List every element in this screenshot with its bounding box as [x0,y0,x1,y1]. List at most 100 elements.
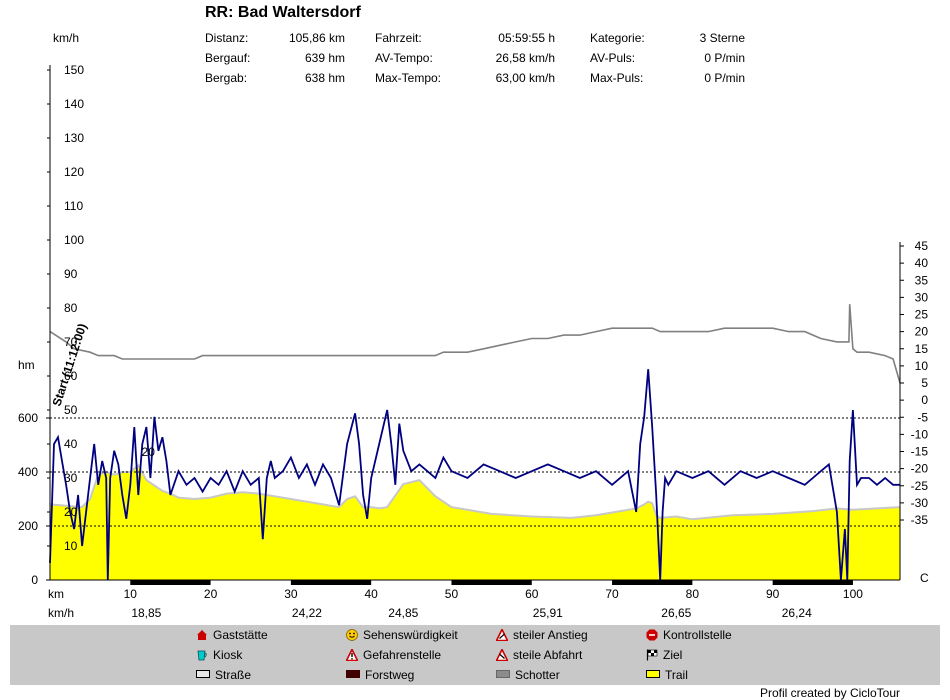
segment-speed-unit: km/h [48,606,74,620]
legend-item-danger: Gefahrenstelle [345,647,442,662]
speed-tick-label: 110 [64,199,83,213]
speed-tick-label: 90 [64,267,78,281]
x-tick-label: 100 [843,587,863,601]
legend-label: Sehenswürdigkeit [363,628,458,642]
smiley-icon [346,629,358,641]
legend-label: Kontrollstelle [663,628,732,642]
speed-tick-label: 100 [64,233,84,247]
right-axis-tick-label: 20 [915,325,929,339]
x-tick-label: 60 [525,587,539,601]
speed-tick-label: 120 [64,165,84,179]
stat-value-category: 3 Sterne [699,31,745,45]
speed-tick-label: 150 [64,63,84,77]
x-tick-label: 90 [766,587,780,601]
legend-item-trail: Trail [646,668,688,682]
x-tick-label: 20 [204,587,218,601]
x-tick-label: 10 [124,587,138,601]
speed-tick-label: 30 [64,471,78,485]
warning-triangle-icon [495,647,509,662]
road-swatch-icon [196,670,210,678]
x-tick-label: 80 [686,587,700,601]
legend-panel: Gaststätte Sehenswürdigkeit steiler Anst… [10,625,940,685]
speed-tick-label: 140 [64,97,84,111]
stat-label-distance: Distanz: [205,31,249,45]
gradient-line [49,304,901,384]
elevation-area [50,465,900,580]
legend-item-kiosk: Kiosk [196,648,242,662]
right-axis-end-label: C [920,571,929,585]
right-axis-tick-label: 15 [915,342,929,356]
marker-label: 20 [142,445,156,459]
stat-label-ride-time: Fahrzeit: [375,31,422,45]
legend-label: Schotter [515,668,560,682]
chart-title: RR: Bad Waltersdorf [205,4,361,21]
speed-line [49,369,900,581]
legend-label: Trail [665,668,688,682]
x-tick-label: 30 [284,587,298,601]
right-axis-tick-label: -35 [911,513,929,527]
legend-label: Gefahrenstelle [363,648,442,662]
stat-label-ascent: Bergauf: [205,51,251,65]
speed-tick-label: 80 [64,301,78,315]
elevation-speed-chart: 1020304050607080901001101201301401500200… [18,63,929,620]
house-icon [196,629,208,641]
stat-value-ascent: 639 hm [304,51,345,65]
x-tick-label: 50 [445,587,459,601]
right-axis-tick-label: 25 [915,308,929,322]
gravel-swatch-icon [496,670,510,678]
right-axis-tick-label: 30 [915,290,929,304]
stat-value-descent: 638 hm [304,71,345,85]
legend-item-checkpoint: Kontrollstelle [646,628,732,642]
distance-bar-segment [130,580,211,585]
speed-axis-unit: km/h [53,31,80,45]
stat-value-ride-time: 05:59:55 h [498,31,555,45]
stat-value-avg-pulse: 0 P/min [704,51,745,65]
right-axis-tick-label: 0 [921,393,928,407]
stat-value-distance: 105,86 km [288,31,345,45]
right-axis-tick-label: 35 [915,273,929,287]
warning-triangle-icon [345,647,359,662]
right-axis-tick-label: -30 [911,496,929,510]
checkered-flag-icon [646,649,658,661]
speed-tick-label: 50 [64,403,78,417]
speed-tick-label: 130 [64,131,84,145]
segment-speed-label: 26,24 [782,606,812,620]
segment-speed-label: 26,65 [661,606,691,620]
stat-label-max-pulse: Max-Puls: [590,71,644,85]
speed-tick-label: 10 [64,539,78,553]
legend-item-steep-descent: steile Abfahrt [495,647,582,662]
right-axis-tick-label: -20 [911,462,929,476]
right-axis-tick-label: 5 [921,376,928,390]
stat-label-descent: Bergab: [205,71,248,85]
legend-item-finish: Ziel [646,648,682,662]
distance-bar-segment [772,580,853,585]
right-axis-tick-label: -25 [911,479,929,493]
legend-item-restaurant: Gaststätte [196,628,268,642]
height-axis-unit: hm [18,358,35,372]
segment-speed-label: 24,85 [388,606,418,620]
warning-triangle-icon [495,627,509,642]
legend-item-forest-road: Forstweg [346,668,414,682]
segment-speed-label: 25,91 [533,606,563,620]
stat-label-avg-speed: AV-Tempo: [375,51,433,65]
legend-label: Straße [215,668,252,682]
right-axis-tick-label: 10 [915,359,929,373]
distance-bar-segment [451,580,532,585]
distance-bar-segment [290,580,372,585]
legend-item-sight: Sehenswürdigkeit [346,628,458,642]
stat-value-max-pulse: 0 P/min [704,71,745,85]
height-tick-label: 0 [31,573,38,587]
segment-speed-label: 24,22 [292,606,322,620]
legend-item-gravel: Schotter [496,668,560,682]
height-tick-label: 200 [18,519,38,533]
x-tick-label: 40 [364,587,378,601]
legend-label: Kiosk [213,648,243,662]
legend-label: steiler Anstieg [513,628,588,642]
height-tick-label: 600 [18,411,38,425]
legend-item-road: Straße [196,668,251,682]
stat-value-max-speed: 63,00 km/h [495,71,555,85]
stat-label-category: Kategorie: [590,31,645,45]
legend-label: Ziel [663,648,683,662]
right-axis-tick-label: 45 [915,239,929,253]
speed-tick-label: 70 [64,335,78,349]
